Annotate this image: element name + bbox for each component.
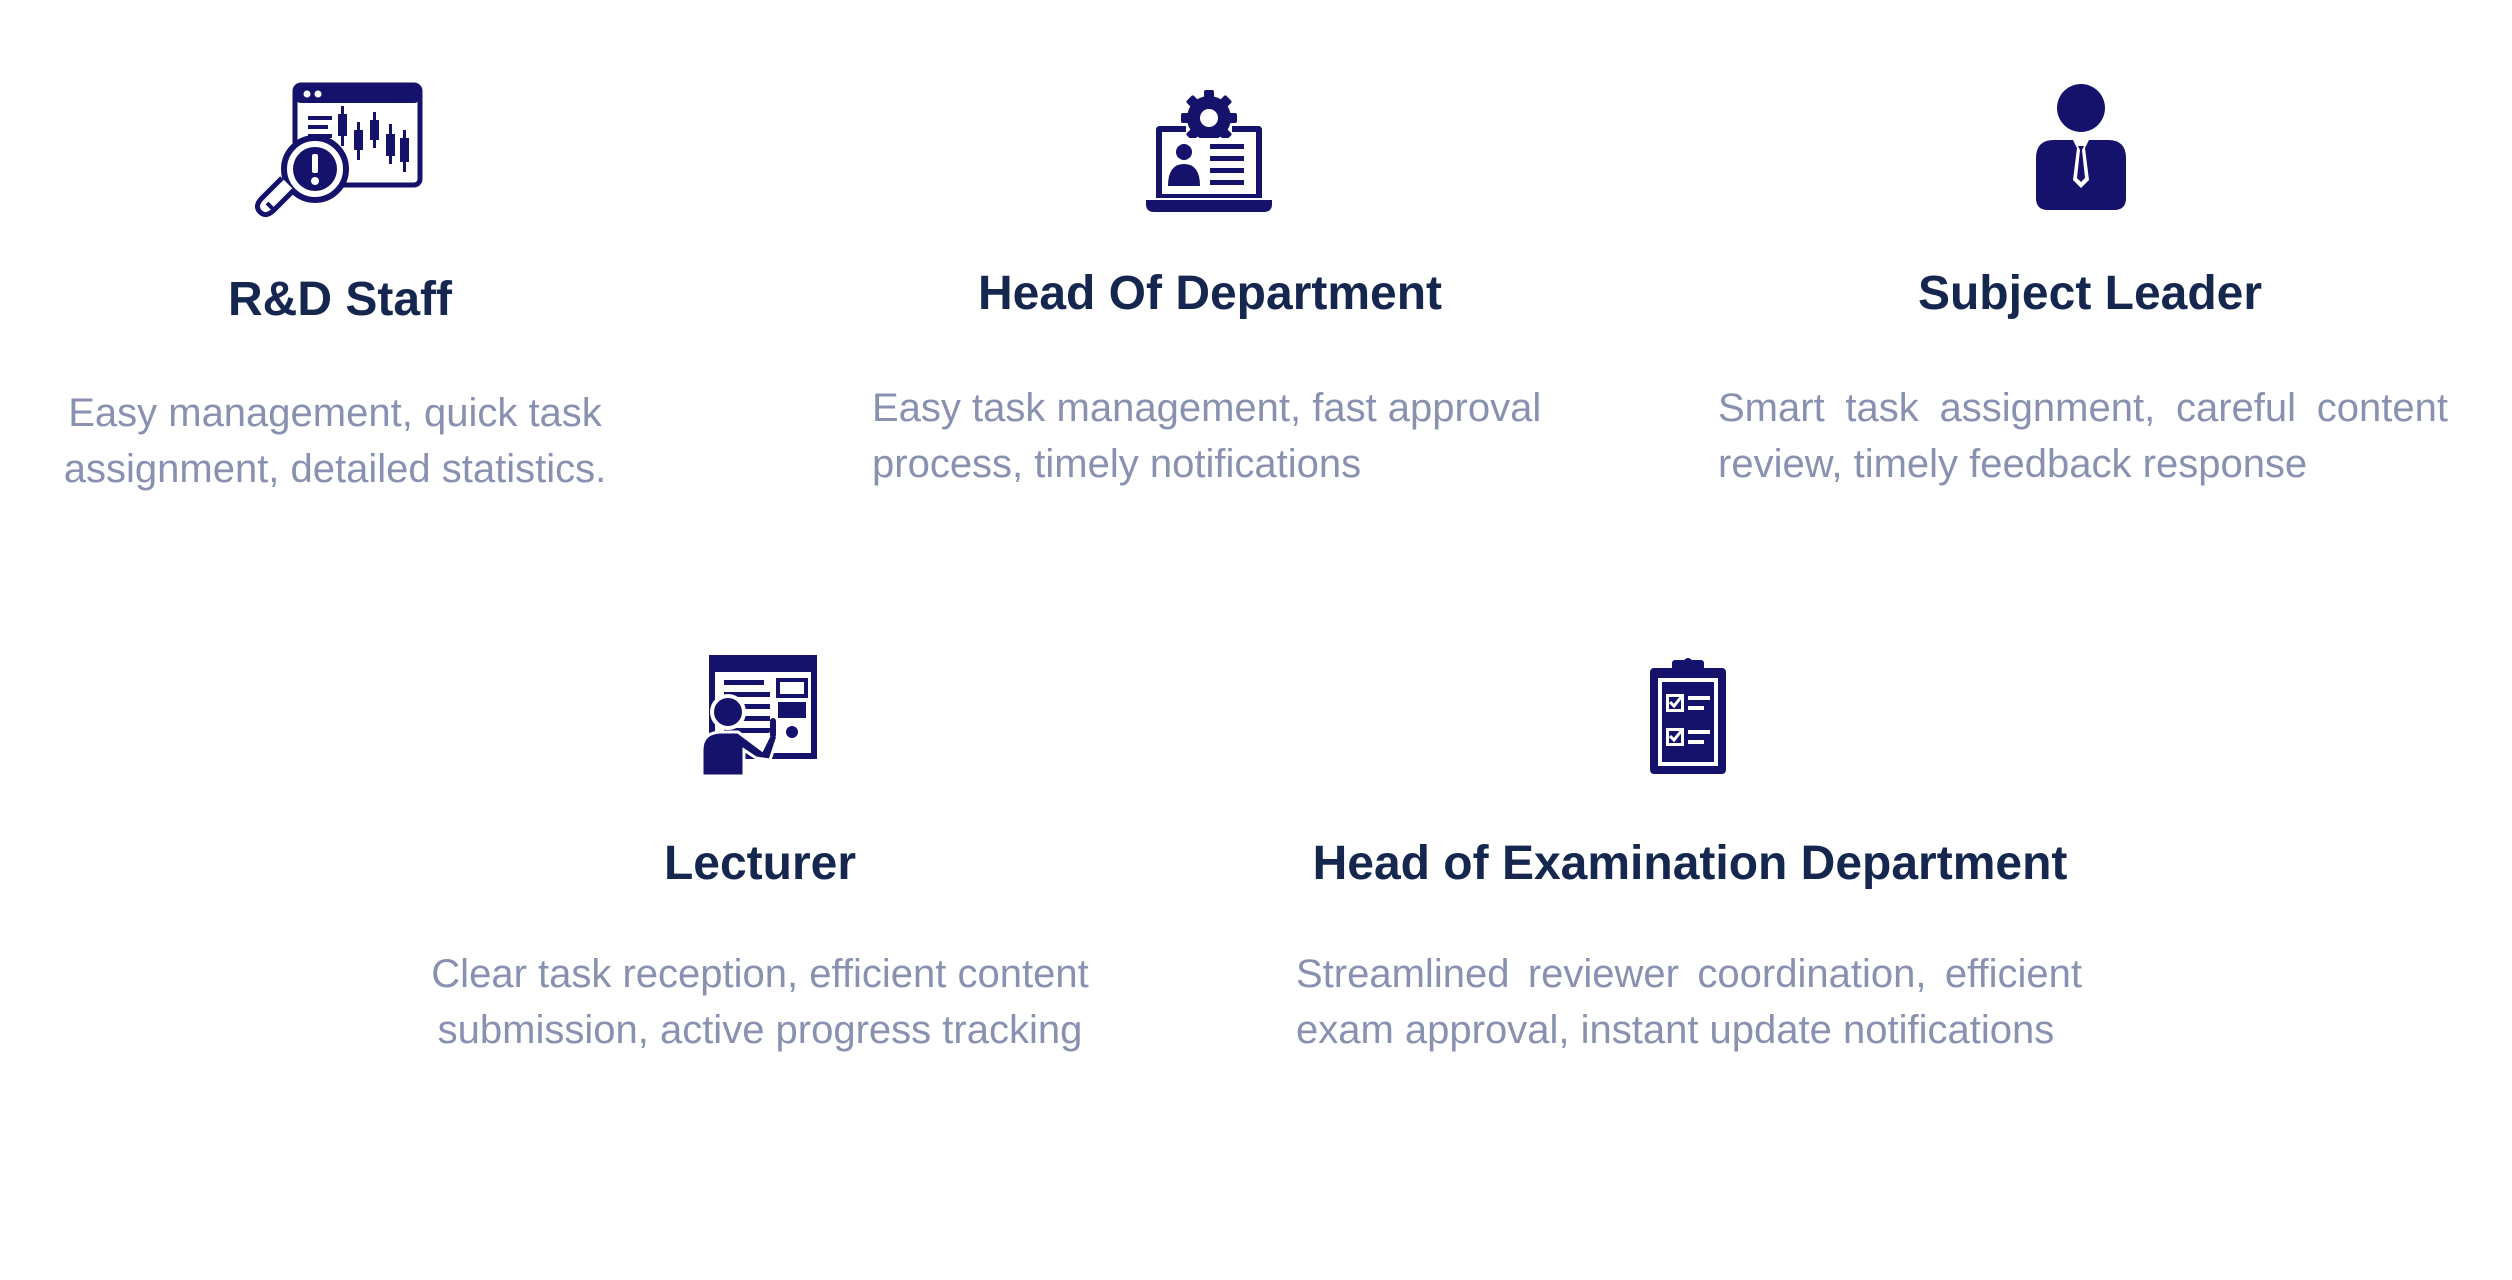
role-description: Easy task management, fast approval proc… bbox=[872, 386, 1542, 486]
role-description: Easy management, quick task assignment, … bbox=[63, 391, 607, 491]
presenter-board-icon bbox=[700, 655, 817, 776]
role-title: R&D Staff bbox=[228, 273, 452, 326]
candlestick-chart-magnifier-icon bbox=[254, 82, 423, 218]
role-title: Lecturer bbox=[663, 837, 857, 890]
role-description: Streamlined reviewer coordination, effic… bbox=[1296, 952, 2082, 1052]
role-description: Smart task assignment, careful content r… bbox=[1718, 386, 2448, 486]
person-tie-icon bbox=[2036, 84, 2126, 210]
role-title: Subject Leader bbox=[1917, 267, 2263, 320]
role-title: Head Of Department bbox=[977, 267, 1443, 320]
clipboard-checklist-icon bbox=[1650, 658, 1726, 774]
laptop-gear-profile-icon bbox=[1146, 90, 1272, 212]
role-description: Clear task reception, efficient content … bbox=[431, 952, 1089, 1052]
role-title: Head of Examination Department bbox=[1312, 837, 2068, 890]
